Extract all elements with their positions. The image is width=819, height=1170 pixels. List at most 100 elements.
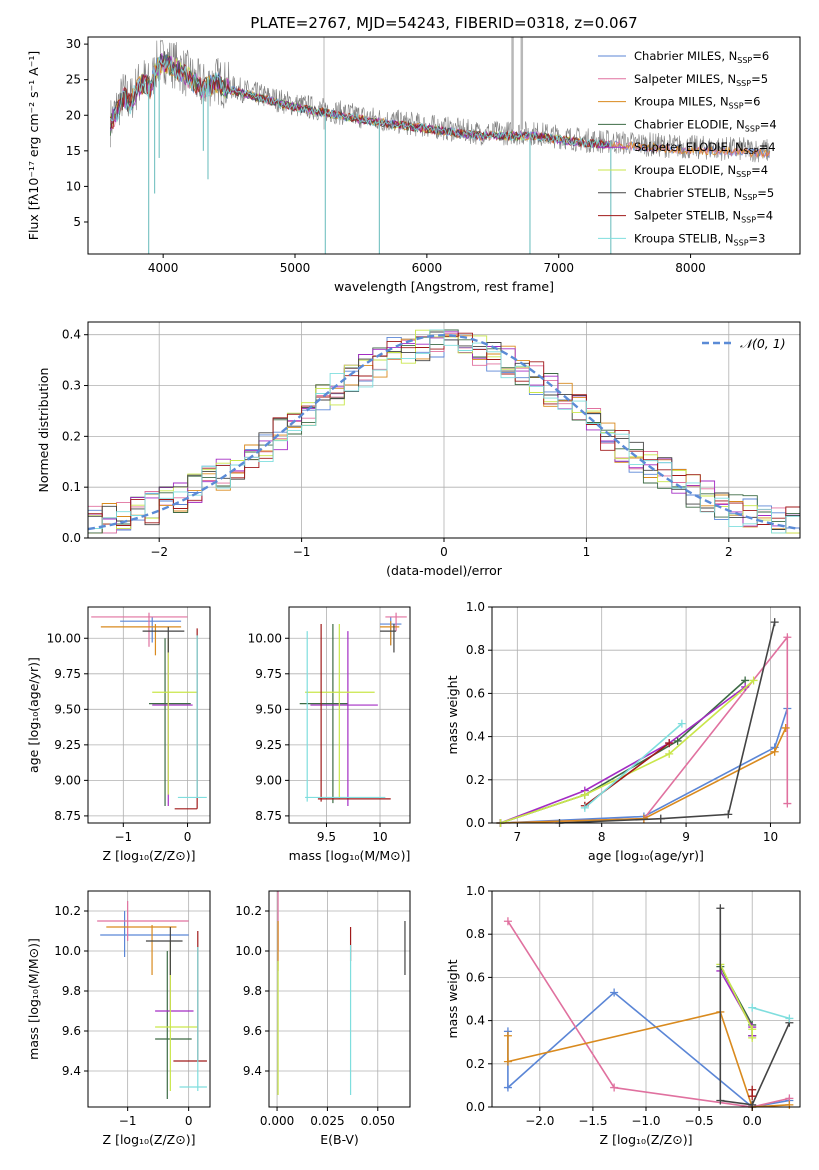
data-point-krou_stelib	[677, 719, 686, 728]
legend-entry: Kroupa STELIB, NSSP=3	[634, 231, 765, 247]
y-tick-label: 9.8	[62, 984, 81, 998]
y-axis-label: mass weight	[445, 959, 460, 1038]
data-point-krou_stelib	[748, 1003, 757, 1012]
x-tick-label: 4000	[148, 261, 179, 275]
x-tick-label: −1.5	[578, 1114, 607, 1128]
x-axis-label: wavelength [Angstrom, rest frame]	[334, 279, 554, 294]
x-axis-label: E(B-V)	[320, 1132, 359, 1147]
legend-subscript: SSP	[744, 147, 759, 156]
weight-line-krou_elodie	[500, 679, 755, 824]
legend-text: Salpeter ELODIE, N	[634, 140, 744, 154]
x-axis-label: Z [log₁₀(Z/Z⊙)]	[103, 848, 196, 863]
x-tick-label: 9.5	[317, 830, 336, 844]
data-point-salp_stelib	[665, 739, 674, 748]
y-tick-label: 9.25	[54, 738, 81, 752]
legend-subscript: SSP	[736, 79, 751, 88]
y-tick-label: 0.3	[62, 379, 81, 393]
y-axis-label: mass [log₁₀(M/M⊙)]	[26, 938, 41, 1060]
legend-subscript: SSP	[734, 238, 749, 247]
legend-entry: Salpeter STELIB, NSSP=4	[634, 209, 773, 225]
y-tick-label: 0.0	[62, 531, 81, 545]
weight-line-krou_stelib	[751, 1006, 790, 1020]
data-point-krou_elodie	[749, 676, 758, 685]
x-tick-label: 6000	[412, 261, 443, 275]
weight-line-chab_miles	[500, 708, 789, 824]
data-point-krou_stelib	[580, 803, 589, 812]
data-point-krou_miles	[785, 1100, 794, 1109]
x-axis-label: mass [log₁₀(M/M⊙)]	[289, 848, 411, 863]
legend-text: Kroupa MILES, N	[634, 95, 729, 109]
y-axis-label: Normed distribution	[36, 368, 51, 493]
y-axis-label: age [log₁₀(age/yr)]	[26, 657, 41, 773]
y-tick-label: 9.4	[62, 1064, 81, 1078]
y-axis-label: Flux [fλ10⁻¹⁷ erg cm⁻² s⁻¹ A⁻¹]	[26, 51, 41, 240]
data-point-salp_miles	[783, 799, 792, 808]
spectrum-title: PLATE=2767, MJD=54243, FIBERID=0318, z=0…	[250, 14, 637, 32]
x-tick-label: 0.0	[743, 1114, 762, 1128]
data-point-chab_stelib	[770, 618, 779, 627]
x-tick-label: −1.0	[631, 1114, 660, 1128]
panel-weight-vs-age: 7 8 9 10 0.0 0.2 0.4 0.6 0.8 1.0 age [log₁₀(age/yr…	[445, 600, 801, 863]
axes-frame	[268, 890, 411, 1108]
y-tick-label: 9.6	[62, 1024, 81, 1038]
panel-residuals: −2 −1 0 1 2 0.0 0.1 0.2 0.3 0.4 (data-model)/error…	[36, 321, 801, 578]
y-axis-label: mass weight	[445, 675, 460, 754]
y-tick-label: 0.4	[466, 730, 485, 744]
legend-entry: Kroupa ELODIE, NSSP=4	[634, 163, 768, 179]
model-spectrum-salp_stelib	[109, 59, 610, 150]
y-tick-label: 30	[66, 37, 81, 51]
y-tick-label: 10.2	[235, 904, 262, 918]
weight-line-salp_elodie	[500, 686, 746, 824]
axes-frame	[491, 606, 801, 824]
panel-mass-vs-ebv: 0.000 0.025 0.050 9.4 9.6 9.8 10.0 10.2 E(B-V)	[235, 890, 411, 1147]
data-point-salp_miles	[783, 633, 792, 642]
x-tick-label: 5000	[280, 261, 311, 275]
x-tick-label: −2	[150, 545, 168, 559]
y-tick-label: 9.00	[54, 773, 81, 787]
x-tick-label: 7	[513, 830, 521, 844]
legend-subscript: SSP	[737, 56, 752, 65]
data-point-krou_miles	[781, 723, 790, 732]
y-tick-label: 1.0	[466, 600, 485, 614]
gaussian-curve	[87, 333, 801, 531]
y-tick-label: 1.0	[466, 884, 485, 898]
x-tick-label: −1	[293, 545, 311, 559]
legend-tail: =4	[760, 117, 777, 131]
data-point-krou_elodie	[580, 790, 589, 799]
panel-weight-vs-z: −2.0 −1.5 −1.0 −0.5 0.0 0.0 0.2 0.4 0.6 0.8 1.0 Z […	[445, 884, 801, 1147]
y-tick-label: 15	[66, 144, 81, 158]
legend-tail: =6	[744, 95, 761, 109]
x-tick-label: −0.5	[685, 1114, 714, 1128]
data-point-krou_elodie	[748, 1033, 757, 1042]
data-point-krou_stelib	[785, 1014, 794, 1023]
weight-line-salp_miles	[500, 634, 789, 824]
x-tick-label: 10	[763, 830, 778, 844]
y-tick-label: 10.00	[47, 631, 81, 645]
legend-tail: =6	[752, 49, 769, 63]
y-tick-label: 0.0	[466, 1100, 485, 1114]
data-point-krou_elodie	[748, 1025, 757, 1034]
legend-tail: =5	[751, 72, 768, 86]
y-tick-label: 0.8	[466, 927, 485, 941]
x-tick-label: −2.0	[525, 1114, 554, 1128]
data-point-chab_stelib	[724, 810, 733, 819]
legend-entry: Kroupa MILES, NSSP=6	[634, 95, 760, 111]
data-point-chab_elodie	[673, 736, 682, 745]
weight-line-salp_miles	[507, 920, 790, 1108]
legend-text: Kroupa STELIB, N	[634, 231, 734, 245]
legend-text: Chabrier STELIB, N	[634, 186, 742, 200]
legend-entry: Chabrier ELODIE, NSSP=4	[634, 117, 777, 133]
model-spectrum-krou_stelib	[110, 56, 610, 150]
x-tick-label: 9	[682, 830, 690, 844]
y-tick-label: 10.0	[54, 944, 81, 958]
y-tick-label: 9.4	[243, 1064, 262, 1078]
y-tick-label: 0.4	[62, 328, 81, 342]
legend-tail: =4	[756, 209, 773, 223]
data-point-krou_elodie	[665, 749, 674, 758]
weight-line-krou_stelib	[584, 722, 683, 809]
data-point-krou_miles	[770, 747, 779, 756]
y-tick-label: 0.8	[466, 643, 485, 657]
x-tick-label: 0.050	[361, 1114, 395, 1128]
x-axis-label: (data-model)/error	[386, 563, 503, 578]
